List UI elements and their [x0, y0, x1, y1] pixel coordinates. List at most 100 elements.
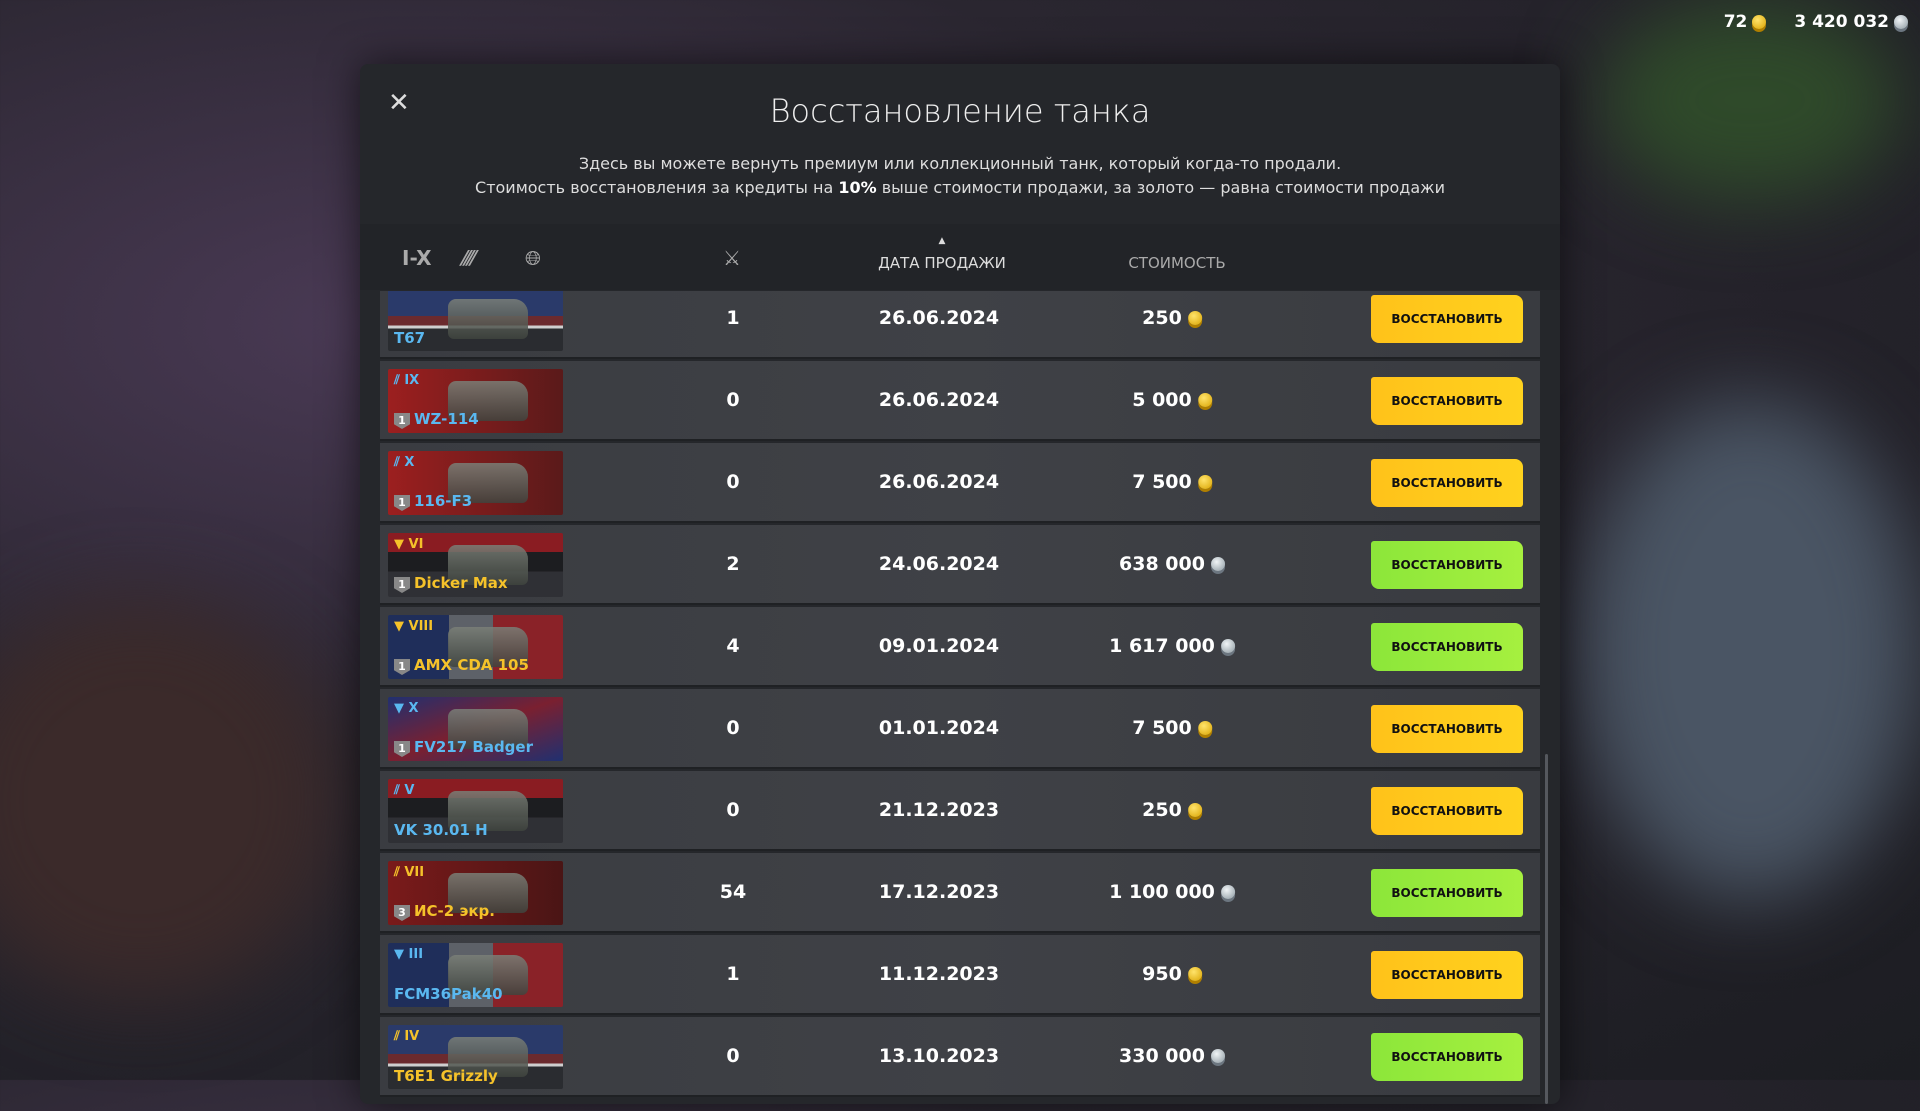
tank-name: WZ-114	[414, 410, 479, 428]
tier-label: IV	[404, 1029, 420, 1044]
cost-value: 250	[1142, 799, 1182, 821]
desc-text: выше стоимости продажи, за золото — равн…	[876, 178, 1445, 197]
battles-count: 1	[726, 307, 740, 329]
background	[1580, 400, 1920, 900]
restore-button[interactable]: ВОССТАНОВИТЬ	[1371, 1033, 1523, 1081]
tank-tier: ⫽ IV	[394, 1029, 419, 1044]
mastery-badge-icon: 1	[394, 577, 410, 593]
tank-card[interactable]: ▼ III FCM36Pak40	[388, 943, 563, 1007]
mastery-badge-icon: 1	[394, 495, 410, 511]
restore-button[interactable]: ВОССТАНОВИТЬ	[1371, 869, 1523, 917]
sale-date: 24.06.2024	[878, 553, 1000, 575]
tank-image	[448, 709, 528, 749]
battles-count: 0	[726, 717, 740, 739]
restore-button[interactable]: ВОССТАНОВИТЬ	[1371, 541, 1523, 589]
credits-coin-icon	[1220, 885, 1235, 899]
credits-coin-icon	[1210, 1049, 1225, 1063]
cost-value: 950	[1142, 963, 1182, 985]
tank-card[interactable]: ⫽ X 1 116-F3	[388, 451, 563, 515]
cost-value: 330 000	[1119, 1045, 1205, 1067]
mastery-badge-icon: 3	[394, 905, 410, 921]
restore-button[interactable]: ВОССТАНОВИТЬ	[1371, 951, 1523, 999]
tank-class-heavy-icon: ⫽	[394, 865, 400, 880]
table-row: ⫽ VII 3 ИС-2 экр. 54 17.12.2023 1 100 000…	[380, 853, 1540, 933]
restore-tank-dialog: ✕ Восстановление танка Здесь вы можете в…	[360, 64, 1560, 1104]
tank-image	[448, 299, 528, 339]
battles-count: 0	[726, 799, 740, 821]
tank-image	[448, 791, 528, 831]
tank-image	[448, 873, 528, 913]
tank-type-filter-icon[interactable]: ⫽⫽	[460, 246, 475, 270]
close-icon[interactable]: ✕	[388, 88, 410, 118]
restore-cost: 330 000	[1119, 1045, 1225, 1067]
credits-balance: 3 420 032	[1794, 12, 1908, 32]
tank-card[interactable]: ▼ VI 1 Dicker Max	[388, 533, 563, 597]
tier-filter[interactable]: I-X	[402, 246, 432, 270]
tank-class-heavy-icon: ⫽	[394, 455, 400, 470]
restore-button[interactable]: ВОССТАНОВИТЬ	[1371, 623, 1523, 671]
restore-button[interactable]: ВОССТАНОВИТЬ	[1371, 787, 1523, 835]
nation-filter-globe-icon[interactable]: 🌐︎	[525, 246, 541, 270]
cost-value: 1 617 000	[1109, 635, 1215, 657]
tank-name: VK 30.01 H	[394, 821, 488, 839]
gold-coin-icon	[1187, 311, 1202, 325]
tank-name: AMX CDA 105	[414, 656, 529, 674]
gold-coin-icon	[1197, 475, 1212, 489]
tank-name: T67	[394, 329, 426, 347]
tier-label: X	[404, 455, 415, 470]
sort-date-header[interactable]: ▲ ДАТА ПРОДАЖИ	[878, 236, 1006, 272]
tank-card[interactable]: ⫽ VII 3 ИС-2 экр.	[388, 861, 563, 925]
gold-coin-icon	[1197, 393, 1212, 407]
tank-tier: ⫽ IX	[394, 373, 419, 388]
table-row: ⫽ V VK 30.01 H 0 21.12.2023 250 ВОССТАНО…	[380, 771, 1540, 851]
tier-label: V	[404, 783, 415, 798]
table-row: ⫽ IX 1 WZ-114 0 26.06.2024 5 000 ВОССТАНО…	[380, 361, 1540, 441]
tank-card[interactable]: T67	[388, 291, 563, 351]
battles-count: 0	[726, 1045, 740, 1067]
tank-image	[448, 381, 528, 421]
tank-name-wrap: T6E1 Grizzly	[394, 1067, 498, 1085]
gold-coin-icon	[1197, 721, 1212, 735]
tank-tier: ⫽ VII	[394, 865, 424, 880]
date-header-label: ДАТА ПРОДАЖИ	[878, 254, 1006, 272]
tank-tier: ▼ VIII	[394, 619, 433, 634]
credits-amount: 3 420 032	[1794, 12, 1889, 32]
tank-class-heavy-icon: ⫽	[394, 783, 400, 798]
table-row: ▼ III FCM36Pak40 1 11.12.2023 950 ВОССТА…	[380, 935, 1540, 1015]
battles-sort-swords-icon[interactable]: ⚔︎	[723, 246, 741, 270]
gold-coin-icon	[1187, 803, 1202, 817]
restore-button[interactable]: ВОССТАНОВИТЬ	[1371, 295, 1523, 343]
tank-card[interactable]: ⫽ IV T6E1 Grizzly	[388, 1025, 563, 1089]
tank-card[interactable]: ⫽ V VK 30.01 H	[388, 779, 563, 843]
sort-cost-header[interactable]: СТОИМОСТЬ	[1128, 254, 1226, 272]
desc-text: Стоимость восстановления за кредиты на	[475, 178, 839, 197]
tier-label: III	[408, 947, 424, 962]
cost-value: 7 500	[1132, 717, 1192, 739]
sale-date: 21.12.2023	[878, 799, 1000, 821]
restore-button[interactable]: ВОССТАНОВИТЬ	[1371, 377, 1523, 425]
sort-arrow-up-icon: ▲	[938, 236, 946, 246]
tank-name-wrap: 3 ИС-2 экр.	[394, 902, 495, 921]
tank-name-wrap: 1 WZ-114	[394, 410, 479, 429]
restore-button[interactable]: ВОССТАНОВИТЬ	[1371, 459, 1523, 507]
tank-tier: ⫽ V	[394, 783, 414, 798]
tank-image	[448, 955, 528, 995]
battles-count: 54	[719, 881, 747, 903]
tank-list: T67 1 26.06.2024 250 ВОССТАНОВИТЬ ⫽ IX 1…	[380, 291, 1540, 1111]
sale-date: 01.01.2024	[878, 717, 1000, 739]
tank-card[interactable]: ▼ VIII 1 AMX CDA 105	[388, 615, 563, 679]
scrollbar[interactable]	[1545, 754, 1548, 1104]
tank-class-td-icon: ▼	[394, 947, 404, 962]
restore-cost: 1 100 000	[1109, 881, 1235, 903]
tank-card[interactable]: ⫽ IX 1 WZ-114	[388, 369, 563, 433]
tank-image	[448, 1037, 528, 1077]
gold-balance: 72	[1724, 12, 1767, 32]
tier-label: IX	[404, 373, 420, 388]
cost-value: 1 100 000	[1109, 881, 1215, 903]
battles-count: 4	[726, 635, 740, 657]
tank-card[interactable]: ▼ X 1 FV217 Badger	[388, 697, 563, 761]
restore-button[interactable]: ВОССТАНОВИТЬ	[1371, 705, 1523, 753]
gold-amount: 72	[1723, 12, 1748, 32]
restore-cost: 7 500	[1132, 471, 1212, 493]
battles-count: 0	[726, 389, 740, 411]
